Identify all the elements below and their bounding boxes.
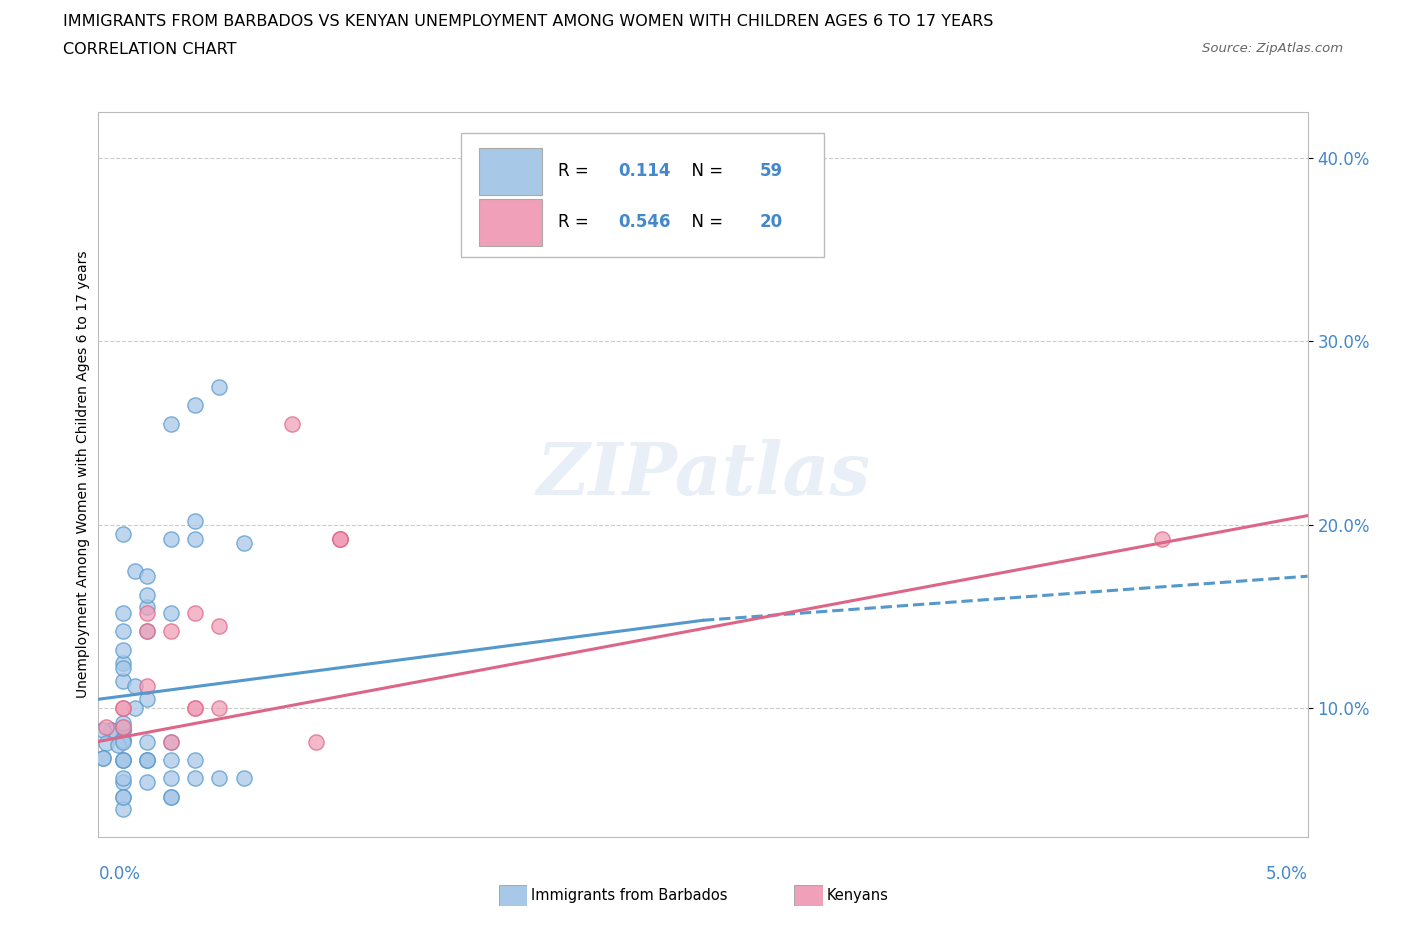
Point [160,417,183,432]
Point [232,771,254,786]
Point [91,751,114,765]
Point [111,790,134,804]
Point [184,605,207,620]
Point [111,643,134,658]
Point [111,605,134,620]
Point [124,701,146,716]
Text: Immigrants from Barbados: Immigrants from Barbados [531,888,728,903]
Point [184,701,207,716]
Point [94,736,117,751]
Point [135,624,157,639]
Point [111,734,134,749]
Point [160,752,183,767]
Point [305,734,328,749]
Point [160,734,183,749]
FancyBboxPatch shape [479,199,543,246]
Point [160,532,183,547]
Point [111,723,134,737]
Point [184,701,207,716]
Point [111,752,134,767]
Text: Source: ZipAtlas.com: Source: ZipAtlas.com [1202,42,1343,55]
Point [111,716,134,731]
FancyBboxPatch shape [479,148,543,195]
Text: 0.546: 0.546 [619,213,671,231]
Point [135,752,157,767]
Point [111,624,134,639]
Point [111,752,134,767]
Point [100,723,122,737]
Point [135,752,157,767]
Point [160,734,183,749]
Point [160,624,183,639]
Point [329,532,352,547]
Point [329,532,352,547]
Point [135,679,157,694]
Point [100,723,122,737]
Point [208,701,231,716]
Text: 59: 59 [759,162,783,180]
Point [184,398,207,413]
Point [208,379,231,394]
Text: CORRELATION CHART: CORRELATION CHART [63,42,236,57]
Point [135,692,157,707]
Text: 0.114: 0.114 [619,162,671,180]
Text: 0.0%: 0.0% [98,865,141,883]
Text: Kenyans: Kenyans [827,888,889,903]
Point [111,720,134,735]
Point [329,532,352,547]
Point [124,679,146,694]
Point [124,564,146,578]
Point [281,417,304,432]
Point [208,771,231,786]
Point [135,734,157,749]
Y-axis label: Unemployment Among Women with Children Ages 6 to 17 years: Unemployment Among Women with Children A… [76,250,90,698]
Text: N =: N = [682,213,728,231]
Point [91,751,114,765]
Point [111,790,134,804]
Point [208,618,231,633]
Text: 20: 20 [759,213,783,231]
Point [107,737,129,752]
Point [135,600,157,615]
Point [135,569,157,584]
Point [111,701,134,716]
Point [111,732,134,747]
Text: ZIPatlas: ZIPatlas [536,439,870,510]
Point [111,775,134,790]
Point [135,775,157,790]
Point [135,605,157,620]
Text: 5.0%: 5.0% [1265,865,1308,883]
Point [184,532,207,547]
Point [111,673,134,688]
Point [135,587,157,602]
Text: R =: R = [558,162,593,180]
Point [232,536,254,551]
Point [111,526,134,541]
Text: N =: N = [682,162,728,180]
Point [111,660,134,675]
Point [184,513,207,528]
Point [184,752,207,767]
Point [160,771,183,786]
Point [135,624,157,639]
Point [184,771,207,786]
Point [111,752,134,767]
Point [160,605,183,620]
Point [135,752,157,767]
Text: IMMIGRANTS FROM BARBADOS VS KENYAN UNEMPLOYMENT AMONG WOMEN WITH CHILDREN AGES 6: IMMIGRANTS FROM BARBADOS VS KENYAN UNEMP… [63,14,994,29]
Point [91,723,114,737]
Point [111,720,134,735]
Point [94,720,117,735]
Text: R =: R = [558,213,593,231]
Point [111,701,134,716]
Point [111,802,134,817]
FancyBboxPatch shape [461,133,824,257]
Point [111,655,134,670]
Point [111,771,134,786]
Point [111,723,134,737]
Point [1152,532,1174,547]
Point [111,732,134,747]
Point [160,790,183,804]
Point [160,790,183,804]
